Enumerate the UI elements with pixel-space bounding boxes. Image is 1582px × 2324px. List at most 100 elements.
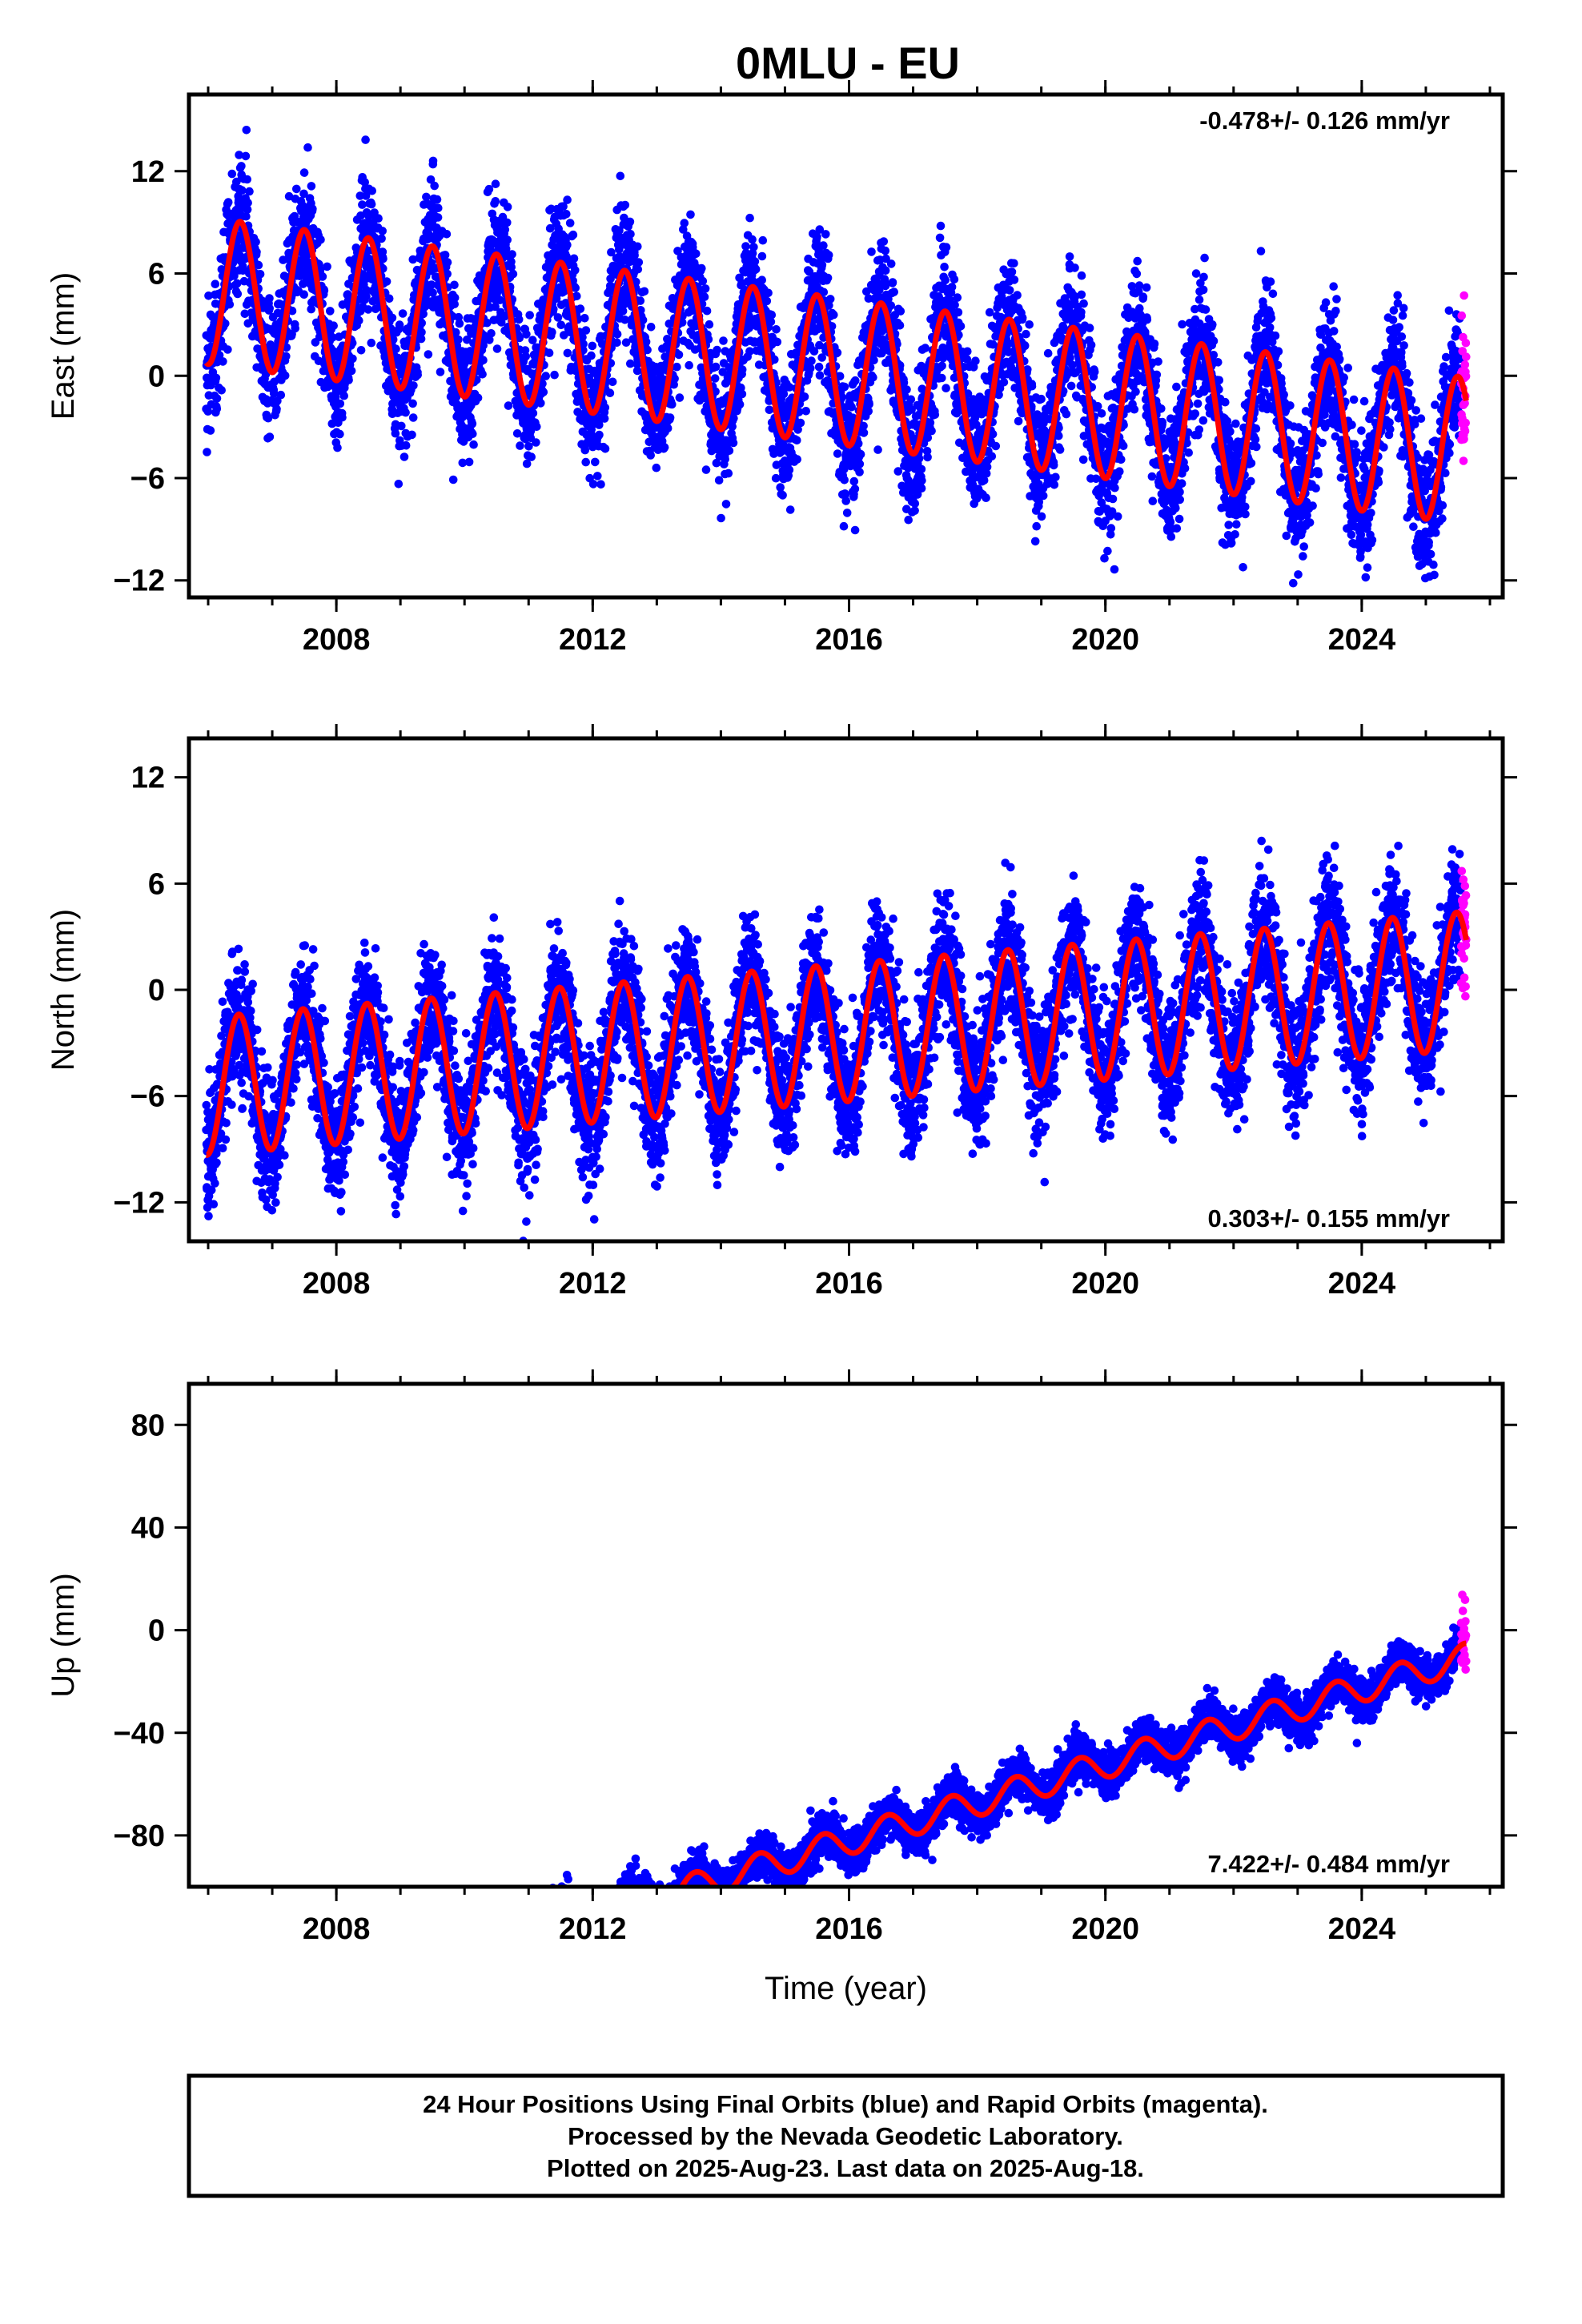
final-orbit-point: [770, 355, 779, 364]
final-orbit-point: [757, 251, 767, 261]
final-orbit-point: [751, 265, 761, 274]
final-orbit-point: [991, 441, 1001, 451]
final-orbit-point: [1037, 512, 1046, 521]
final-orbit-point: [382, 277, 391, 286]
final-orbit-point: [889, 287, 898, 296]
final-orbit-point: [242, 211, 251, 221]
final-orbit-point: [237, 162, 246, 171]
final-orbit-point: [729, 438, 738, 448]
final-orbit-point: [538, 379, 547, 388]
final-orbit-point: [886, 301, 896, 310]
final-orbit-point: [544, 348, 554, 358]
final-orbit-point: [282, 352, 291, 361]
final-orbit-point: [829, 310, 838, 320]
final-orbit-point: [772, 325, 781, 334]
final-orbit-point: [1007, 267, 1017, 276]
final-orbit-point: [938, 361, 946, 371]
final-orbit-point: [206, 426, 215, 435]
final-orbit-point: [563, 240, 572, 250]
final-orbit-point: [823, 273, 833, 283]
final-orbit-point: [243, 205, 252, 214]
final-orbit-point: [888, 278, 897, 287]
final-orbit-point: [646, 451, 655, 460]
final-orbit-point: [643, 345, 652, 355]
final-orbit-point: [516, 441, 524, 450]
final-orbit-point: [217, 386, 227, 395]
final-orbit-point: [805, 364, 815, 373]
final-orbit-point: [233, 289, 243, 299]
final-orbit-point: [556, 320, 566, 330]
final-orbit-point: [842, 509, 852, 517]
final-orbit-point: [1010, 259, 1018, 268]
final-orbit-point: [1022, 329, 1030, 339]
final-orbit-point: [333, 443, 342, 452]
final-orbit-point: [630, 251, 639, 260]
final-orbit-point: [615, 226, 624, 235]
final-orbit-point: [1062, 409, 1071, 419]
final-orbit-point: [500, 225, 510, 235]
final-orbit-point: [539, 388, 548, 396]
final-orbit-point: [303, 143, 312, 152]
final-orbit-point: [702, 306, 712, 316]
final-orbit-point: [563, 348, 572, 358]
final-orbit-point: [553, 313, 563, 322]
final-orbit-point: [572, 292, 581, 301]
final-orbit-point: [785, 505, 795, 514]
final-orbit-point: [326, 307, 335, 316]
final-orbit-point: [292, 184, 301, 194]
final-orbit-point: [360, 178, 370, 187]
final-orbit-point: [367, 199, 376, 209]
final-orbit-point: [265, 432, 275, 441]
final-orbit-point: [673, 362, 681, 372]
final-orbit-point: [785, 465, 794, 475]
final-orbit-point: [680, 219, 689, 227]
final-orbit-point: [238, 186, 247, 195]
final-orbit-point: [668, 400, 677, 409]
final-orbit-point: [616, 171, 625, 181]
final-orbit-point: [413, 370, 422, 380]
final-orbit-point: [591, 457, 600, 467]
final-orbit-point: [223, 345, 232, 354]
final-orbit-point: [697, 263, 706, 273]
final-orbit-point: [1077, 290, 1086, 300]
final-orbit-point: [258, 296, 267, 305]
final-orbit-point: [608, 377, 617, 387]
final-orbit-point: [491, 197, 500, 206]
final-orbit-point: [428, 156, 438, 166]
final-orbit-point: [1027, 381, 1037, 391]
final-orbit-point: [524, 442, 533, 451]
final-orbit-point: [985, 308, 994, 317]
final-orbit-point: [1020, 341, 1030, 351]
final-orbit-point: [568, 230, 578, 239]
final-orbit-point: [287, 306, 297, 316]
final-orbit-point: [869, 372, 877, 382]
final-orbit-point: [243, 175, 252, 184]
final-orbit-point: [319, 286, 329, 296]
final-orbit-point: [588, 341, 597, 351]
final-orbit-point: [384, 294, 394, 304]
final-orbit-point: [241, 151, 251, 161]
final-orbit-point: [636, 296, 645, 305]
final-orbit-point: [713, 345, 721, 355]
final-orbit-point: [514, 315, 524, 324]
final-orbit-point: [904, 515, 913, 525]
final-orbit-point: [339, 391, 349, 400]
final-orbit-point: [442, 230, 452, 239]
final-orbit-point: [432, 195, 442, 204]
final-orbit-point: [545, 223, 555, 233]
final-orbit-point: [621, 338, 631, 348]
final-orbit-point: [503, 203, 512, 211]
final-orbit-point: [492, 344, 502, 353]
final-orbit-point: [801, 407, 810, 416]
final-orbit-point: [956, 322, 966, 331]
final-orbit-point: [807, 356, 816, 365]
final-orbit-point: [362, 292, 371, 301]
final-orbit-point: [902, 385, 911, 394]
final-orbit-point: [942, 243, 951, 252]
final-orbit-point: [469, 440, 478, 449]
final-orbit-point: [434, 203, 443, 213]
final-orbit-point: [479, 356, 488, 365]
final-orbit-point: [416, 334, 426, 344]
final-orbit-point: [571, 283, 580, 292]
